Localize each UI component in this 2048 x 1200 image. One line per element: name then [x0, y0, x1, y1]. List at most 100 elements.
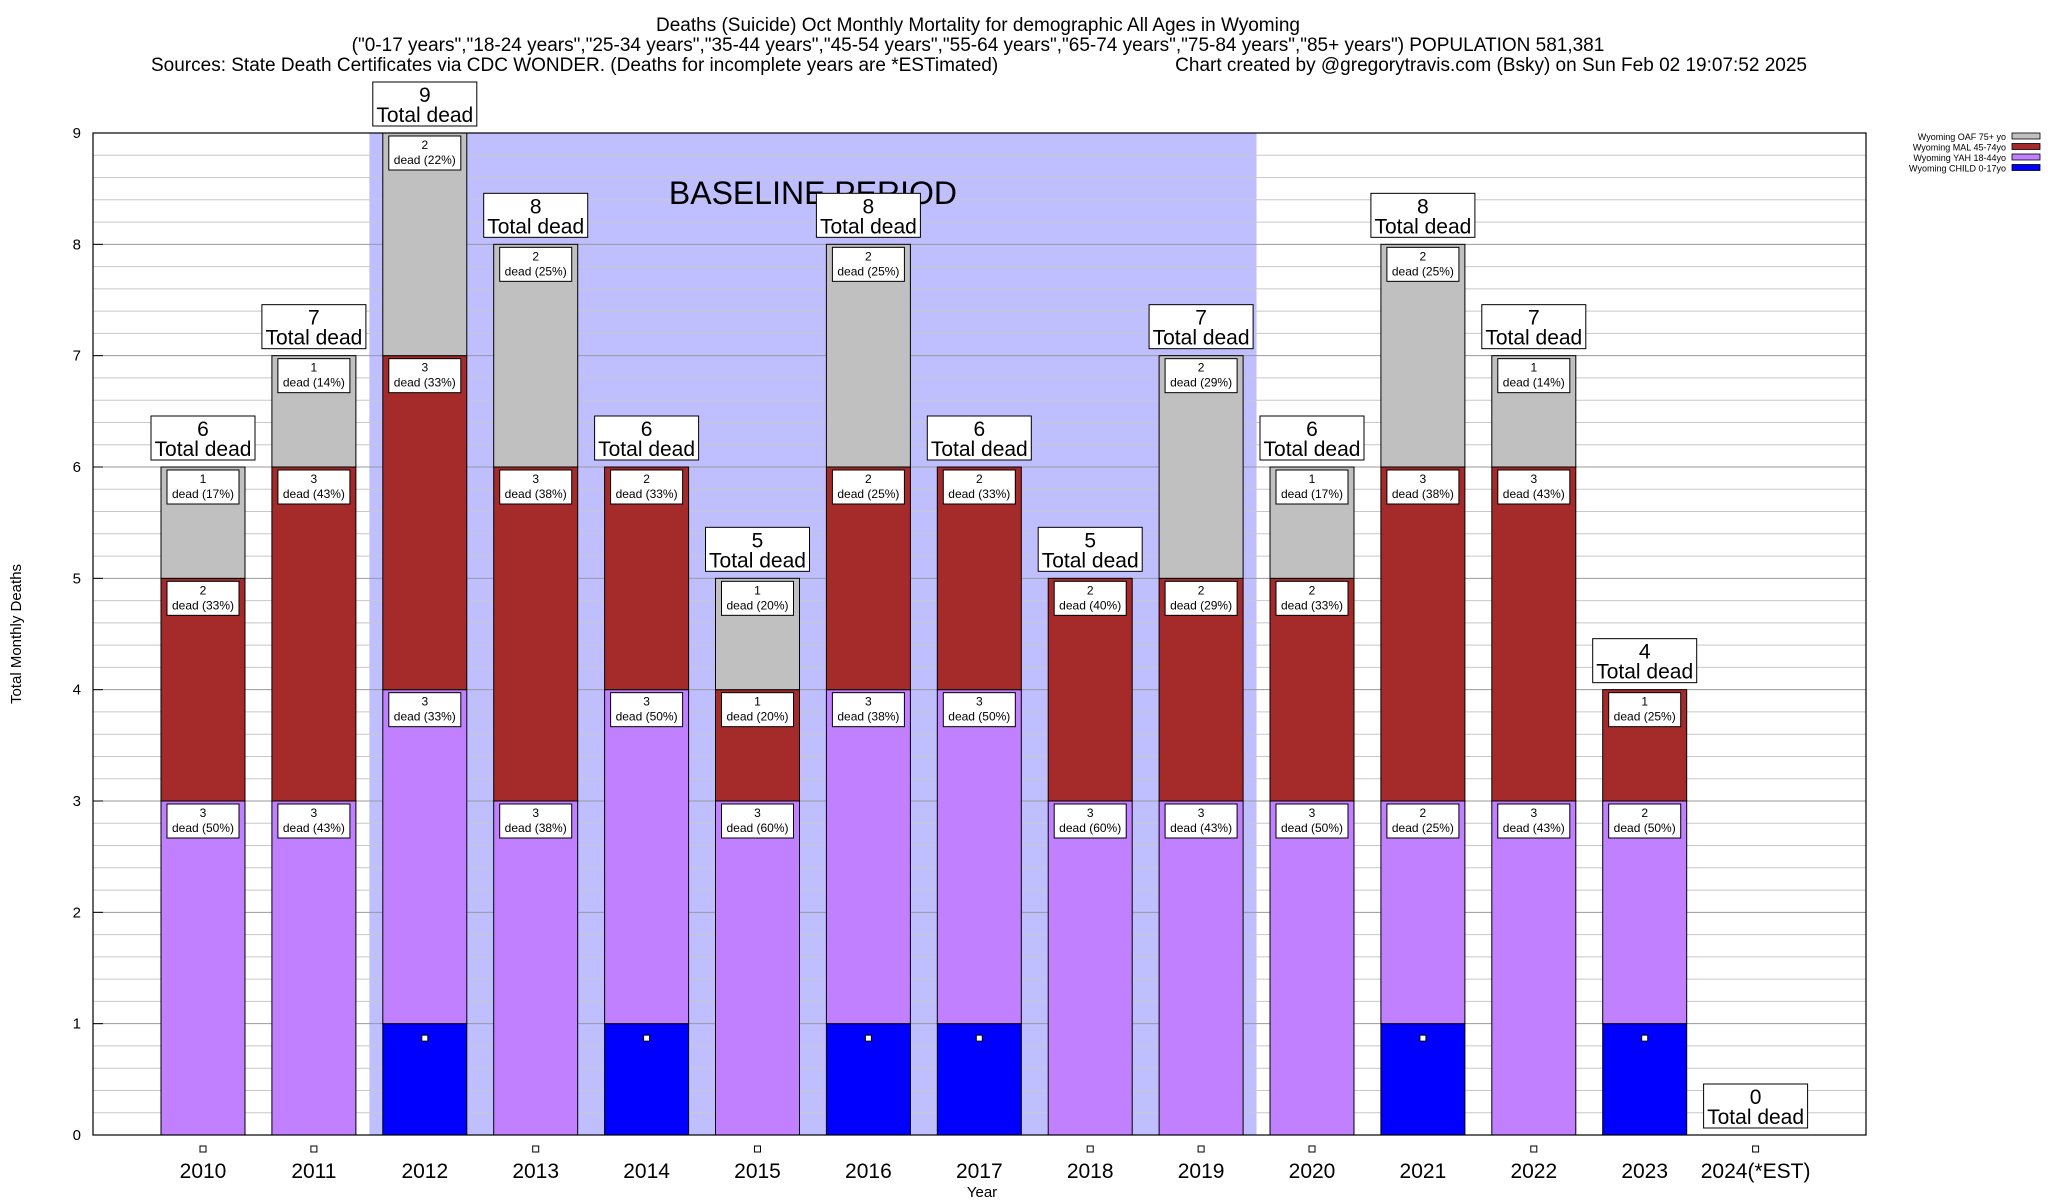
segment-label-box — [721, 692, 794, 728]
segment-label-count: 3 — [200, 806, 207, 820]
y-tick-label: 2 — [73, 904, 81, 921]
segment-label-count: 3 — [532, 472, 539, 486]
x-tick-label: 2014 — [623, 1160, 670, 1183]
segment-label-box — [1386, 803, 1460, 839]
segment-label-count: 2 — [1087, 583, 1094, 597]
x-tick-label: 2024(*EST) — [1701, 1160, 1811, 1183]
chart-title-line1: Deaths (Suicide) Oct Monthly Mortality f… — [656, 15, 1300, 36]
segment-label-count: 1 — [754, 695, 761, 709]
segment-label-text: dead (29%) — [1170, 598, 1232, 612]
segment-label-text: dead (43%) — [1503, 487, 1565, 501]
segment-label-box — [277, 469, 351, 505]
total-label-box — [926, 415, 1032, 461]
y-tick-label: 9 — [73, 125, 81, 142]
bar-segment-child — [936, 1023, 1022, 1136]
x-tick-label: 2019 — [1178, 1160, 1225, 1183]
total-label-text: Total dead — [1707, 1106, 1804, 1129]
segment-label-count: 1 — [1309, 472, 1316, 486]
total-label-text: Total dead — [931, 438, 1028, 461]
segment-label-box — [277, 358, 351, 394]
total-label-box — [150, 415, 256, 461]
segment-label-text: dead (60%) — [1059, 821, 1121, 835]
segment-label-text: dead (60%) — [726, 821, 788, 835]
segment-label-box — [610, 469, 684, 505]
segment-label-box — [1053, 803, 1127, 839]
total-label-box — [594, 415, 700, 461]
plot-frame — [92, 132, 1867, 1136]
bar-segment-yah — [825, 689, 911, 1025]
segment-label-text: dead (43%) — [283, 487, 345, 501]
segment-label-text: dead (50%) — [172, 821, 234, 835]
segment-label-text: dead (43%) — [283, 821, 345, 835]
legend-swatch — [2011, 153, 2041, 161]
segment-label-box — [388, 692, 462, 728]
segment-label-text: dead (33%) — [948, 487, 1010, 501]
bar-segment-child — [1602, 1023, 1688, 1136]
segment-label-count: 1 — [311, 361, 318, 375]
segment-label-count: 3 — [1198, 806, 1205, 820]
total-label-text: Total dead — [1485, 327, 1582, 350]
x-tick-label: 2023 — [1621, 1160, 1668, 1183]
point-marker — [1197, 1145, 1205, 1153]
total-label-text: Total dead — [265, 327, 362, 350]
segment-label-box — [1386, 246, 1460, 282]
segment-label-box — [1608, 803, 1682, 839]
segment-label-box — [1275, 580, 1349, 616]
segment-label-text: dead (38%) — [505, 821, 567, 835]
total-label-box — [1148, 304, 1254, 350]
segment-label-box — [1164, 358, 1238, 394]
segment-label-text: dead (33%) — [1281, 598, 1343, 612]
segment-label-box — [1275, 469, 1349, 505]
total-label-text: Total dead — [1374, 215, 1471, 238]
y-axis-label: Total Monthly Deaths — [8, 564, 25, 704]
segment-label-count: 3 — [1309, 806, 1316, 820]
total-label-box — [1370, 192, 1476, 238]
point-marker — [975, 1034, 983, 1042]
segment-label-count: 3 — [532, 806, 539, 820]
segment-label-text: dead (50%) — [1281, 821, 1343, 835]
segment-label-count: 2 — [1198, 583, 1205, 597]
point-marker — [199, 1145, 207, 1153]
total-label-value: 7 — [1528, 307, 1540, 330]
bar-segment-child — [604, 1023, 690, 1136]
segment-label-box — [942, 469, 1016, 505]
segment-label-count: 2 — [1420, 806, 1427, 820]
segment-label-text: dead (38%) — [837, 710, 899, 724]
x-tick-label: 2011 — [291, 1160, 336, 1183]
segment-label-box — [1386, 469, 1460, 505]
bar-segment-yah — [1269, 800, 1355, 1136]
total-label-value: 0 — [1750, 1086, 1762, 1109]
y-tick-label: 6 — [73, 459, 81, 476]
segment-label-count: 3 — [421, 361, 428, 375]
segment-label-count: 2 — [976, 472, 983, 486]
x-axis-label: Year — [967, 1184, 997, 1200]
segment-label-box — [388, 358, 462, 394]
segment-label-text: dead (33%) — [394, 710, 456, 724]
segment-label-box — [166, 580, 240, 616]
segment-label-box — [721, 803, 794, 839]
segment-label-text: dead (50%) — [1614, 821, 1676, 835]
legend-swatch — [2011, 132, 2041, 140]
bar-segment-yah — [1491, 800, 1577, 1136]
segment-label-box — [388, 135, 462, 171]
segment-label-box — [1497, 803, 1571, 839]
segment-label-count: 3 — [643, 695, 650, 709]
